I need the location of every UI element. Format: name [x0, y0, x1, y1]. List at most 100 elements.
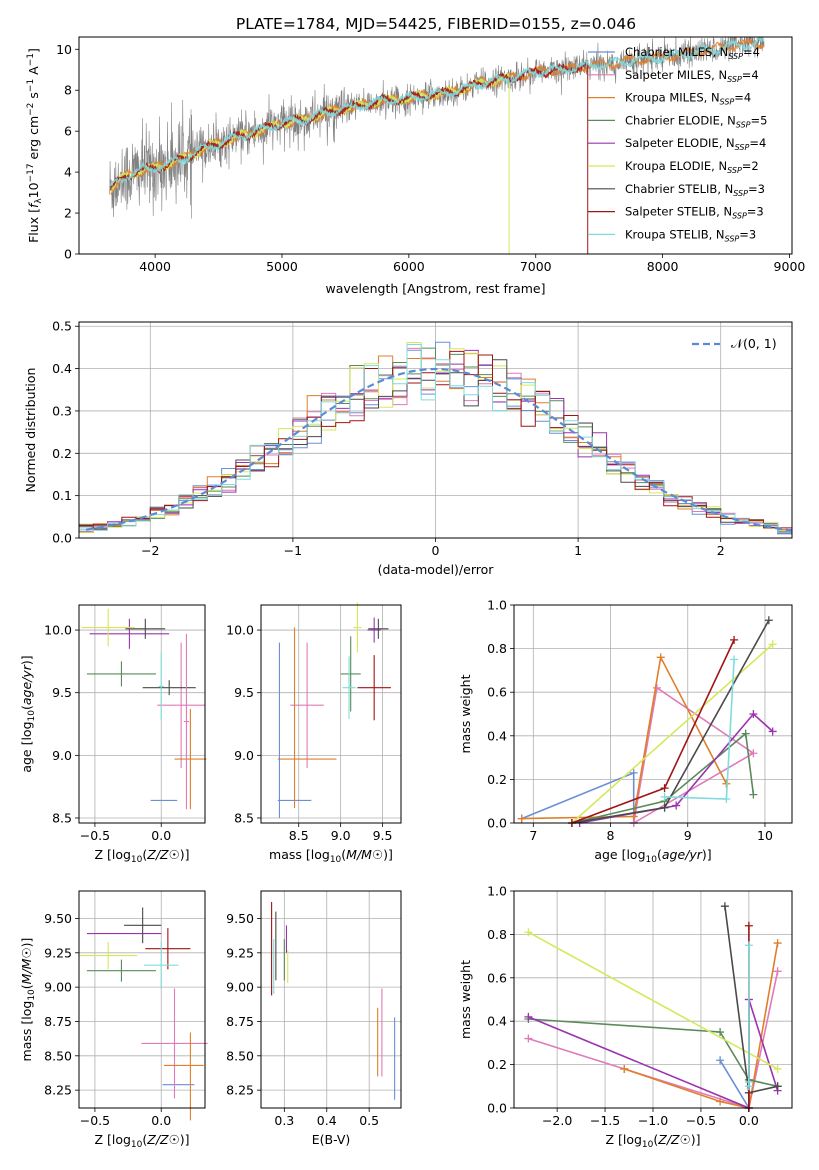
axes-frame	[78, 36, 793, 255]
model-spectrum-kroupa-stelib	[110, 37, 765, 186]
y-tick-label: 9.00	[226, 980, 254, 995]
model-spectrum-salpeter-stelib	[110, 59, 589, 254]
plus-marker	[620, 1064, 629, 1073]
legend-entry: Chabrier ELODIE, NSSP=5	[625, 113, 767, 129]
y-tick-label: 10.0	[44, 623, 72, 638]
axis-label: mass weight	[458, 960, 473, 1039]
y-tick-label: 0.6	[487, 685, 507, 700]
y-tick-label: 8.50	[226, 1048, 254, 1063]
model-spectrum-kroupa-elodie	[110, 72, 510, 254]
x-tick-label: −1.5	[590, 1113, 620, 1128]
plus-marker	[730, 655, 739, 664]
mass-weight-vs-age-panel: 7 8 9 10 0.0 0.2 0.4 0.6 0.8 1.0 age [log10(age/yr…	[458, 598, 793, 865]
series-line-salpeter-miles	[528, 971, 779, 1110]
mass-vs-Z-panel: −0.5 0.0 8.25 8.50 8.75 9.00 9.25 9.50 Z [log10(…	[19, 890, 208, 1150]
x-tick-label: 10	[757, 828, 773, 843]
plus-marker	[773, 967, 782, 976]
x-tick-label: 5000	[266, 259, 298, 274]
histogram-panel: −2 −1 0 1 2 0.0 0.1 0.2 0.3 0.4 0.5 (data-model)/er…	[23, 319, 793, 577]
y-tick-label: 0.4	[487, 728, 507, 743]
age-vs-Z-panel: −0.5 0.0 8.5 9.0 9.5 10.0 Z [log10(Z/Z☉)] age […	[19, 604, 207, 865]
x-tick-label: −1.0	[638, 1113, 668, 1128]
plus-marker	[652, 683, 661, 692]
y-tick-label: 8	[64, 83, 72, 98]
legend-entry: Salpeter STELIB, NSSP=3	[625, 205, 764, 221]
x-tick-label: 0.3	[274, 1113, 294, 1128]
axis-label: age [log10(age/yr)]	[19, 655, 37, 772]
y-tick-label: 2	[64, 206, 72, 221]
y-tick-label: 8.50	[44, 1048, 72, 1063]
axis-label: (data-model)/error	[378, 562, 495, 577]
y-tick-label: 9.00	[44, 980, 72, 995]
y-tick-label: 8.5	[234, 810, 254, 825]
series-line-chabrier-stelib	[571, 619, 770, 824]
plus-marker	[730, 635, 739, 644]
plus-marker	[716, 1056, 725, 1065]
plus-marker	[773, 1064, 782, 1073]
series-line-salpeter-miles	[632, 686, 755, 824]
figure-title: PLATE=1784, MJD=54425, FIBERID=0155, z=0…	[236, 15, 636, 33]
x-tick-label: 8000	[647, 259, 679, 274]
plus-marker	[629, 768, 638, 777]
axis-label: mass [log10(M/M☉)]	[19, 938, 37, 1062]
x-tick-label: −0.5	[80, 1113, 110, 1128]
axis-label: Normed distribution	[23, 368, 38, 493]
histogram-kroupa-stelib	[79, 344, 792, 534]
axis-label: mass [log10(M/M☉)]	[269, 847, 393, 865]
y-tick-label: 0.4	[52, 361, 72, 376]
axes-frame	[260, 890, 402, 1109]
normal-curve	[85, 367, 793, 532]
y-tick-label: 9.25	[44, 945, 72, 960]
plus-marker	[741, 729, 750, 738]
plus-marker	[768, 640, 777, 649]
legend-entry: Kroupa MILES, NSSP=4	[625, 91, 751, 107]
x-tick-label: 7000	[520, 259, 552, 274]
x-tick-label: 0.0	[739, 1113, 759, 1128]
axes-frame	[260, 604, 402, 824]
x-axis-label: wavelength [Angstrom, rest frame]	[325, 281, 545, 296]
y-tick-label: 0.2	[487, 1057, 507, 1072]
y-tick-label: 4	[64, 165, 72, 180]
x-tick-label: −0.5	[80, 828, 110, 843]
axis-label: age [log10(age/yr)]	[594, 847, 711, 865]
y-tick-label: 6	[64, 124, 72, 139]
y-tick-label: 0.0	[487, 1101, 507, 1116]
y-tick-label: 0	[64, 247, 72, 262]
y-tick-label: 0.2	[52, 446, 72, 461]
y-tick-label: 0.6	[487, 970, 507, 985]
y-tick-label: 9.0	[52, 748, 72, 763]
legend-entry: Salpeter MILES, NSSP=4	[625, 68, 759, 84]
spectrum-panel: 4000 5000 6000 7000 8000 9000 0 2 4 6 8 10 wavelengt…	[26, 36, 805, 296]
series-line-chabrier-elodie	[528, 1018, 778, 1088]
legend-entry: Salpeter ELODIE, NSSP=4	[625, 136, 766, 152]
series-line-chabrier-elodie	[571, 732, 755, 824]
axes-frame	[78, 890, 206, 1109]
mass-weight-vs-Z-panel: −2.0 −1.5 −1.0 −0.5 0.0 0.0 0.2 0.4 0.6 0.8 1.0 Z […	[458, 884, 793, 1150]
plus-marker	[744, 921, 753, 930]
axes-frame	[513, 604, 793, 824]
plus-marker	[517, 814, 526, 823]
x-tick-label: 4000	[139, 259, 171, 274]
x-tick-label: 9.5	[373, 828, 393, 843]
plus-marker	[749, 790, 758, 799]
x-tick-label: −0.5	[686, 1113, 716, 1128]
axis-label: Z [log10(Z/Z☉)]	[605, 1132, 700, 1150]
x-tick-label: −2	[141, 543, 159, 558]
plus-marker	[773, 1082, 782, 1091]
plus-marker	[749, 710, 758, 718]
y-tick-label: 9.50	[226, 911, 254, 926]
y-tick-label: 8.25	[226, 1083, 254, 1098]
y-tick-label: 1.0	[487, 598, 507, 613]
plus-marker	[660, 784, 669, 793]
x-tick-label: 8.5	[289, 828, 309, 843]
y-tick-label: 0.0	[52, 531, 72, 546]
y-tick-label: 1.0	[487, 884, 507, 899]
plus-marker	[524, 1012, 533, 1021]
y-tick-label: 0.2	[487, 772, 507, 787]
y-tick-label: 0.8	[487, 641, 507, 656]
x-tick-label: 9	[684, 828, 692, 843]
y-tick-label: 8.75	[44, 1014, 72, 1029]
x-tick-label: 0.0	[151, 1113, 171, 1128]
y-tick-label: 9.0	[234, 748, 254, 763]
